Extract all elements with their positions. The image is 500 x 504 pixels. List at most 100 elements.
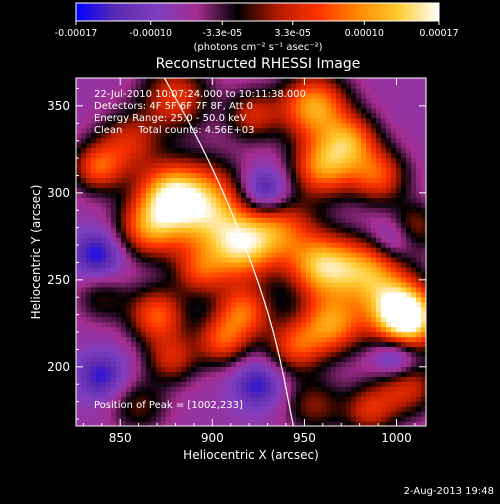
heatmap-cell <box>81 361 87 367</box>
heatmap-cell <box>296 142 302 149</box>
heatmap-cell <box>276 78 282 84</box>
heatmap-cell <box>406 336 412 343</box>
heatmap-cell <box>246 371 252 377</box>
heatmap-cell <box>411 78 417 84</box>
heatmap-cell <box>386 162 392 169</box>
heatmap-cell <box>266 107 272 114</box>
heatmap-cell <box>256 97 262 104</box>
heatmap-cell <box>336 157 342 164</box>
heatmap-cell <box>176 87 182 94</box>
heatmap-cell <box>111 227 117 233</box>
heatmap-cell <box>191 97 197 104</box>
heatmap-cell <box>321 87 327 94</box>
heatmap-cell <box>276 321 282 328</box>
heatmap-cell <box>376 147 382 154</box>
heatmap-cell <box>311 311 317 318</box>
heatmap-cell <box>81 271 87 278</box>
heatmap-cell <box>286 197 292 203</box>
heatmap-cell <box>376 296 382 303</box>
heatmap-cell <box>91 401 97 407</box>
heatmap-cell <box>226 237 232 243</box>
heatmap-cell <box>391 187 397 193</box>
heatmap-cell <box>86 112 92 119</box>
heatmap-cell <box>396 192 402 198</box>
heatmap-cell <box>251 132 257 139</box>
heatmap-cell <box>381 261 387 268</box>
heatmap-cell <box>316 306 322 313</box>
heatmap-cell <box>191 192 197 198</box>
heatmap-cell <box>351 177 357 183</box>
heatmap-cell <box>321 147 327 154</box>
heatmap-cell <box>126 361 132 367</box>
heatmap-cell <box>256 321 262 328</box>
heatmap-cell <box>396 266 402 273</box>
heatmap-cell <box>356 406 362 412</box>
heatmap-cell <box>146 276 152 283</box>
heatmap-cell <box>191 152 197 159</box>
heatmap-cell <box>226 361 232 367</box>
heatmap-cell <box>336 371 342 377</box>
heatmap-cell <box>156 167 162 174</box>
heatmap-cell <box>166 162 172 169</box>
heatmap-cell <box>291 366 297 372</box>
heatmap-cell <box>76 82 82 89</box>
heatmap-cell <box>161 107 167 114</box>
heatmap-cell <box>236 391 242 397</box>
heatmap-cell <box>376 346 382 353</box>
heatmap-cell <box>286 321 292 328</box>
heatmap-cell <box>211 381 217 387</box>
heatmap-cell <box>396 172 402 179</box>
heatmap-cell <box>341 182 347 188</box>
heatmap-cell <box>401 117 407 124</box>
heatmap-cell <box>211 102 217 109</box>
heatmap-cell <box>276 366 282 372</box>
heatmap-cell <box>191 207 197 213</box>
heatmap-cell <box>256 381 262 387</box>
heatmap-cell <box>156 97 162 104</box>
heatmap-cell <box>356 212 362 218</box>
heatmap-cell <box>226 162 232 169</box>
heatmap-cell <box>301 296 307 303</box>
heatmap-cell <box>206 371 212 377</box>
heatmap-cell <box>141 381 147 387</box>
heatmap-cell <box>181 222 187 228</box>
heatmap-cell <box>351 202 357 208</box>
heatmap-cell <box>176 406 182 412</box>
heatmap-cell <box>366 411 372 417</box>
heatmap-cell <box>351 386 357 392</box>
heatmap-cell <box>226 207 232 213</box>
heatmap-cell <box>336 266 342 273</box>
heatmap-cell <box>111 232 117 238</box>
heatmap-cell <box>196 107 202 114</box>
heatmap-cell <box>406 306 412 313</box>
heatmap-cell <box>176 421 182 426</box>
heatmap-cell <box>401 341 407 348</box>
heatmap-cell <box>381 376 387 382</box>
heatmap-cell <box>126 311 132 318</box>
heatmap-cell <box>346 421 352 426</box>
heatmap-cell <box>141 296 147 303</box>
heatmap-cell <box>106 416 112 422</box>
heatmap-cell <box>326 247 332 253</box>
heatmap-cell <box>106 127 112 134</box>
heatmap-cell <box>311 177 317 183</box>
heatmap-cell <box>321 117 327 124</box>
heatmap-cell <box>361 222 367 228</box>
heatmap-cell <box>211 197 217 203</box>
heatmap-cell <box>316 366 322 372</box>
heatmap-cell <box>276 346 282 353</box>
heatmap-cell <box>91 411 97 417</box>
heatmap-cell <box>181 321 187 328</box>
heatmap-cell <box>306 346 312 353</box>
heatmap-cell <box>221 276 227 283</box>
heatmap-cell <box>186 122 192 129</box>
heatmap-cell <box>151 391 157 397</box>
heatmap-cell <box>121 261 127 268</box>
heatmap-cell <box>111 316 117 323</box>
heatmap-cell <box>311 222 317 228</box>
heatmap-cell <box>391 356 397 362</box>
heatmap-cell <box>171 182 177 188</box>
heatmap-cell <box>101 406 107 412</box>
heatmap-cell <box>416 97 422 104</box>
heatmap-cell <box>176 411 182 417</box>
